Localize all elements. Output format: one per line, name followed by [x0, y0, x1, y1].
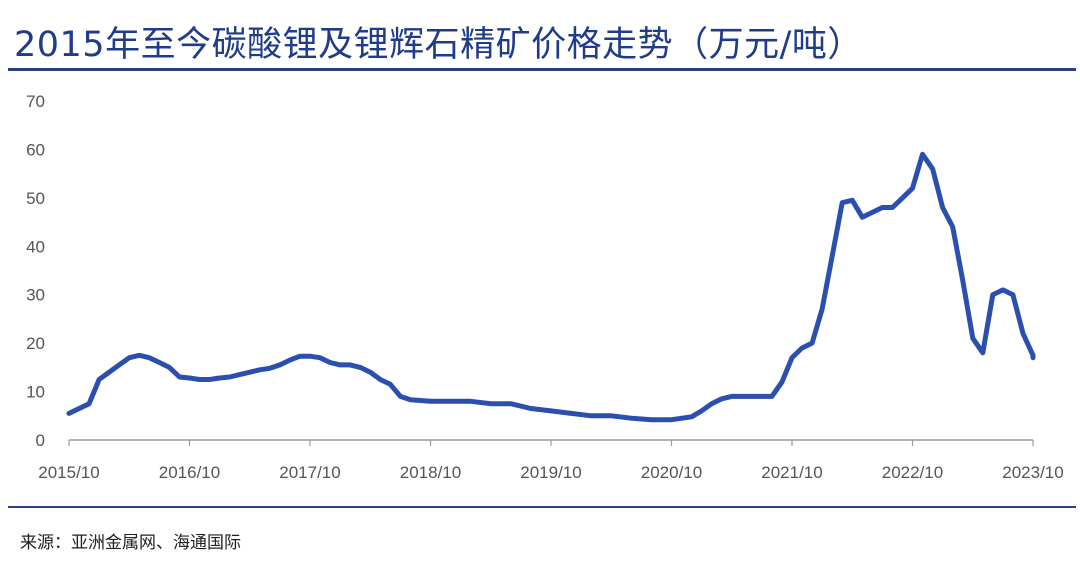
y-tick-label: 30: [26, 286, 45, 305]
series-line-0: [66, 151, 1036, 423]
y-tick-label: 0: [36, 431, 45, 450]
footer-divider: [8, 506, 1076, 508]
y-tick-label: 50: [26, 189, 45, 208]
x-tick-label: 2016/10: [159, 463, 220, 482]
x-tick-label: 2019/10: [520, 463, 581, 482]
x-tick-label: 2021/10: [761, 463, 822, 482]
x-tick-label: 2023/10: [1002, 463, 1063, 482]
title-underline: [8, 68, 1076, 71]
y-tick-label: 70: [26, 92, 45, 111]
x-tick-label: 2017/10: [279, 463, 340, 482]
x-tick-label: 2020/10: [641, 463, 702, 482]
y-tick-label: 40: [26, 237, 45, 256]
y-tick-labels: 0 10 20 30 40 50 60 70: [26, 92, 45, 450]
x-tick-label: 2022/10: [882, 463, 943, 482]
y-tick-label: 20: [26, 334, 45, 353]
y-tick-label: 60: [26, 140, 45, 159]
x-tick-labels: 2015/10 2016/10 2017/10 2018/10 2019/10 2020/…: [38, 463, 1063, 482]
source-note: 来源：亚洲金属网、海通国际: [20, 533, 241, 553]
chart-axes: [68, 439, 1034, 446]
x-tick-label: 2015/10: [38, 463, 99, 482]
y-tick-label: 10: [26, 383, 45, 402]
chart-title: 2015年至今碳酸锂及锂辉石精矿价格走势（万元/吨）: [14, 25, 863, 65]
x-tick-label: 2018/10: [400, 463, 461, 482]
series-lines: [66, 151, 1036, 423]
